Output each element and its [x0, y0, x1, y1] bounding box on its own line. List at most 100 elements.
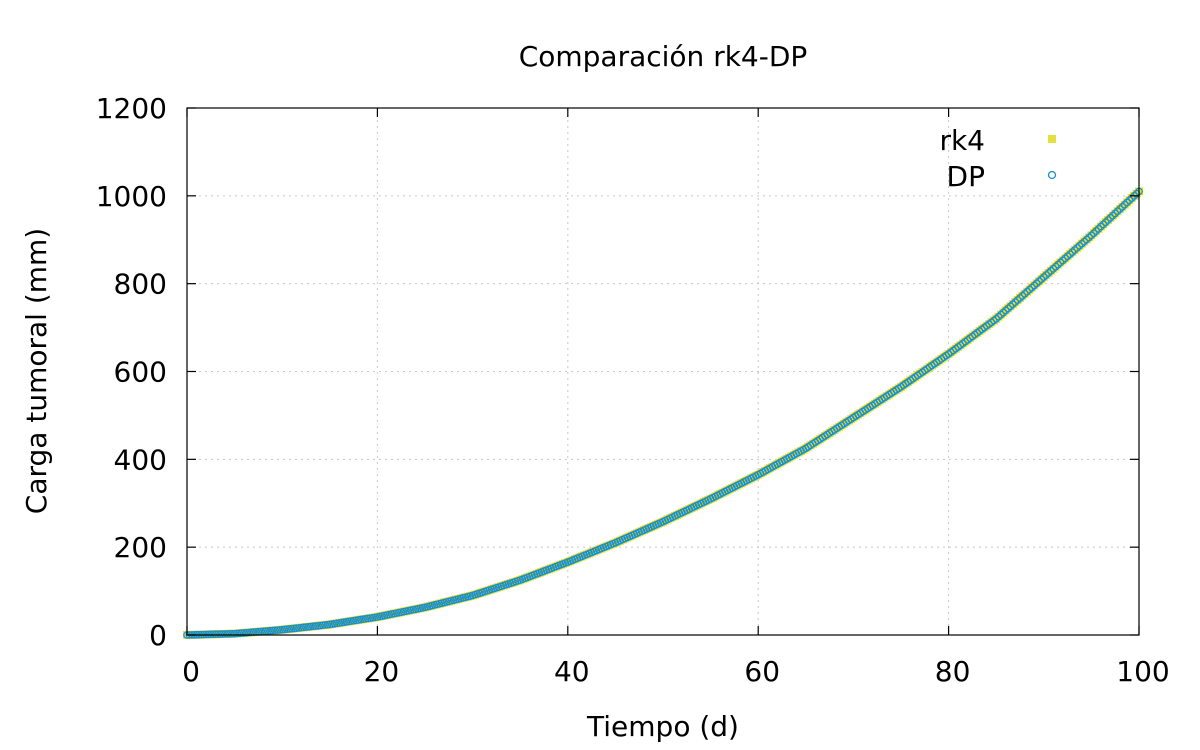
y-tick-label: 600 — [114, 356, 167, 389]
dp-point — [1128, 194, 1136, 202]
dp-point — [1032, 279, 1041, 288]
dp-point — [1059, 256, 1067, 265]
dp-point — [1040, 273, 1048, 281]
dp-point — [228, 629, 237, 638]
dp-point — [1070, 246, 1079, 254]
dp-point — [264, 627, 272, 635]
dp-point — [1068, 248, 1077, 256]
dp-point — [1085, 233, 1093, 242]
dp-point — [1101, 218, 1110, 226]
series-rk4 — [183, 187, 1143, 639]
legend-label-dp: DP — [947, 160, 985, 193]
y-tick-label: 800 — [114, 268, 167, 301]
dp-point — [266, 626, 275, 635]
dp-point — [1092, 227, 1100, 235]
dp-point — [1035, 277, 1043, 286]
dp-point — [1109, 211, 1117, 220]
dp-point — [237, 629, 246, 637]
dp-point — [1001, 306, 1010, 315]
dp-point — [1006, 302, 1015, 311]
chart-title: Comparación rk4-DP — [519, 40, 808, 73]
x-tick-label: 80 — [935, 655, 971, 688]
dp-point — [1118, 203, 1127, 211]
dp-point — [273, 626, 282, 634]
dp-point — [1094, 224, 1103, 233]
dp-point — [1004, 304, 1012, 313]
dp-point — [1111, 209, 1120, 218]
dp-point — [1123, 198, 1131, 207]
dp-point — [1030, 281, 1039, 290]
x-tick-label: 100 — [1116, 655, 1169, 688]
dp-point — [1080, 237, 1089, 246]
dp-point — [216, 630, 225, 638]
dp-point — [1018, 292, 1027, 300]
x-tick-label: 60 — [744, 655, 780, 688]
dp-point — [207, 630, 215, 639]
dp-point — [1113, 207, 1122, 216]
dp-point — [1016, 294, 1024, 302]
dp-point — [1063, 252, 1072, 261]
dp-point — [1073, 244, 1081, 252]
dp-point — [1078, 239, 1086, 248]
dp-point — [1042, 271, 1050, 279]
grid — [187, 108, 1139, 635]
dp-point — [1125, 196, 1134, 205]
x-tick-label: 20 — [364, 655, 400, 688]
dp-point — [276, 626, 284, 634]
dp-point — [1028, 283, 1036, 292]
dp-point — [1044, 269, 1053, 277]
y-tick-label: 1200 — [96, 92, 167, 125]
y-tick-label: 0 — [149, 619, 167, 652]
dp-point — [1061, 254, 1070, 263]
dp-point — [221, 630, 229, 638]
x-tick-label: 40 — [554, 655, 590, 688]
legend: rk4 DP — [939, 124, 1057, 193]
dp-point — [1089, 229, 1098, 237]
y-tick-label: 1000 — [96, 180, 167, 213]
legend-label-rk4: rk4 — [939, 124, 985, 157]
x-tick-label: 0 — [182, 655, 200, 688]
dp-point — [1011, 298, 1020, 306]
dp-point — [209, 630, 217, 639]
dp-point — [211, 630, 220, 639]
dp-point — [1097, 222, 1105, 231]
dp-point — [1025, 285, 1034, 294]
dp-point — [223, 630, 232, 638]
dp-point — [1104, 216, 1112, 224]
y-tick-label: 400 — [114, 443, 167, 476]
dp-point — [1075, 241, 1084, 250]
dp-point — [999, 308, 1008, 317]
dp-point — [268, 626, 277, 635]
dp-point — [1049, 264, 1058, 273]
dp-point — [1066, 250, 1074, 258]
dp-point — [242, 628, 251, 637]
dp-point — [1051, 262, 1060, 271]
legend-marker-rk4 — [1048, 135, 1056, 143]
dp-point — [245, 628, 253, 637]
dp-point — [1054, 260, 1062, 269]
dp-point — [1082, 235, 1091, 244]
x-axis-label: Tiempo (d) — [586, 710, 739, 743]
dp-point — [1020, 289, 1029, 298]
series-dp — [183, 187, 1143, 639]
dp-point — [214, 630, 222, 638]
dp-point — [1132, 189, 1141, 198]
dp-point — [1013, 296, 1022, 304]
dp-point — [271, 626, 279, 635]
dp-point — [1056, 258, 1065, 267]
dp-point — [1023, 287, 1031, 296]
dp-point — [226, 630, 234, 638]
dp-point — [1009, 300, 1017, 308]
dp-point — [230, 629, 239, 638]
dp-point — [1099, 220, 1108, 229]
y-tick-label: 200 — [114, 531, 167, 564]
dp-point — [1120, 200, 1129, 209]
dp-point — [992, 314, 1001, 323]
dp-point — [997, 310, 1005, 319]
dp-point — [233, 629, 241, 638]
series-layer — [183, 187, 1143, 639]
dp-point — [1106, 213, 1115, 222]
dp-point — [240, 629, 248, 637]
